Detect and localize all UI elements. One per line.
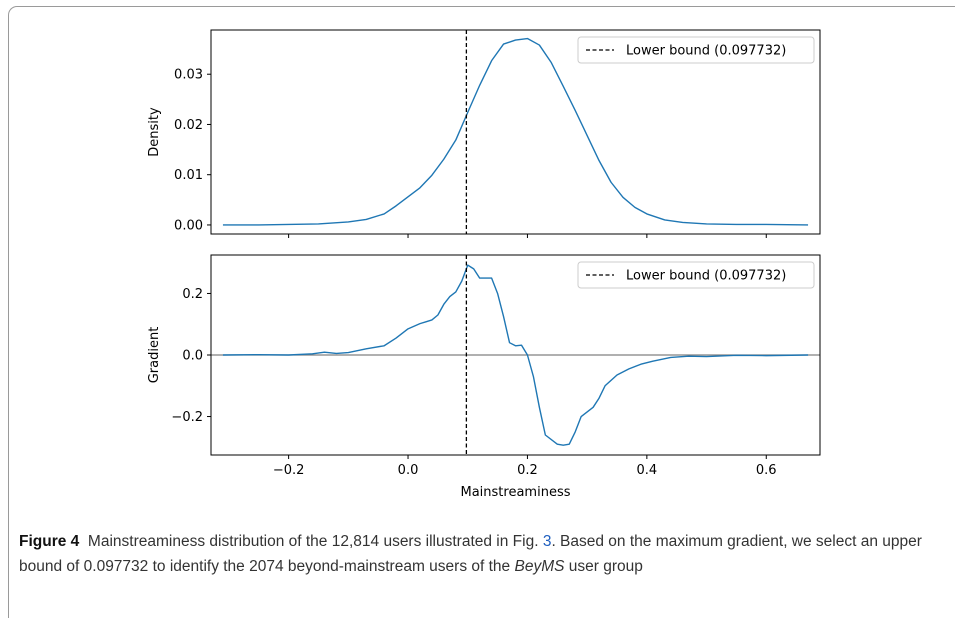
density-legend-box	[577, 36, 815, 64]
gradient-ytick-label: 0.0	[182, 349, 203, 364]
gradient-xtick-label: 0.2	[517, 463, 538, 478]
gradient-x-axis-title: Mainstreaminess	[461, 485, 571, 500]
caption-text-before-ref: Mainstreaminess distribution of the 12,8…	[87, 533, 543, 550]
caption-text-after-ref: . Based on the maximum gradient, we sele…	[19, 533, 922, 575]
density-ytick-label: 0.02	[174, 118, 203, 133]
density-ytick-label: 0.00	[174, 218, 203, 233]
gradient-legend: Lower bound (0.097732)	[577, 261, 815, 289]
gradient-y-axis-title: Gradient	[147, 327, 162, 384]
density-ytick-label: 0.01	[174, 168, 203, 183]
gradient-xtick-label: −0.2	[273, 463, 305, 478]
density-legend-label: Lower bound (0.097732)	[626, 44, 786, 59]
gradient-xtick-label: 0.4	[637, 463, 658, 478]
gradient-xtick-label: 0.0	[398, 463, 419, 478]
gradient-legend-label: Lower bound (0.097732)	[626, 269, 786, 284]
gradient-ytick-label: −0.2	[171, 410, 203, 425]
density-legend: Lower bound (0.097732)	[577, 36, 815, 64]
gradient-legend-box	[577, 261, 815, 289]
figure-reference-link[interactable]: 3	[542, 533, 552, 550]
density-panel: 0.00 0.01 0.02 0.03 Density Lower bound (0.09…	[147, 29, 821, 238]
density-y-axis-title: Density	[147, 107, 162, 157]
figure-caption: Figure 4 Mainstreaminess distribution of…	[19, 529, 939, 579]
gradient-series-line	[222, 264, 809, 446]
density-ytick-label: 0.03	[174, 68, 203, 83]
caption-label: Figure 4	[19, 533, 80, 550]
chart-figure: 0.00 0.01 0.02 0.03 Density Lower bound (0.09…	[147, 29, 821, 500]
figure-frame	[8, 6, 955, 618]
density-axes-frame	[210, 29, 821, 235]
caption-italic-term: BeyMS	[514, 558, 565, 575]
gradient-xtick-label: 0.6	[756, 463, 777, 478]
density-series-line	[222, 37, 809, 226]
gradient-ytick-label: 0.2	[182, 287, 203, 302]
caption-text-end: user group	[564, 558, 643, 575]
gradient-panel: −0.2 0.0 0.2 −0.2 0.0 0.2 0.4 0.6 Gradient Mainst…	[147, 254, 821, 500]
